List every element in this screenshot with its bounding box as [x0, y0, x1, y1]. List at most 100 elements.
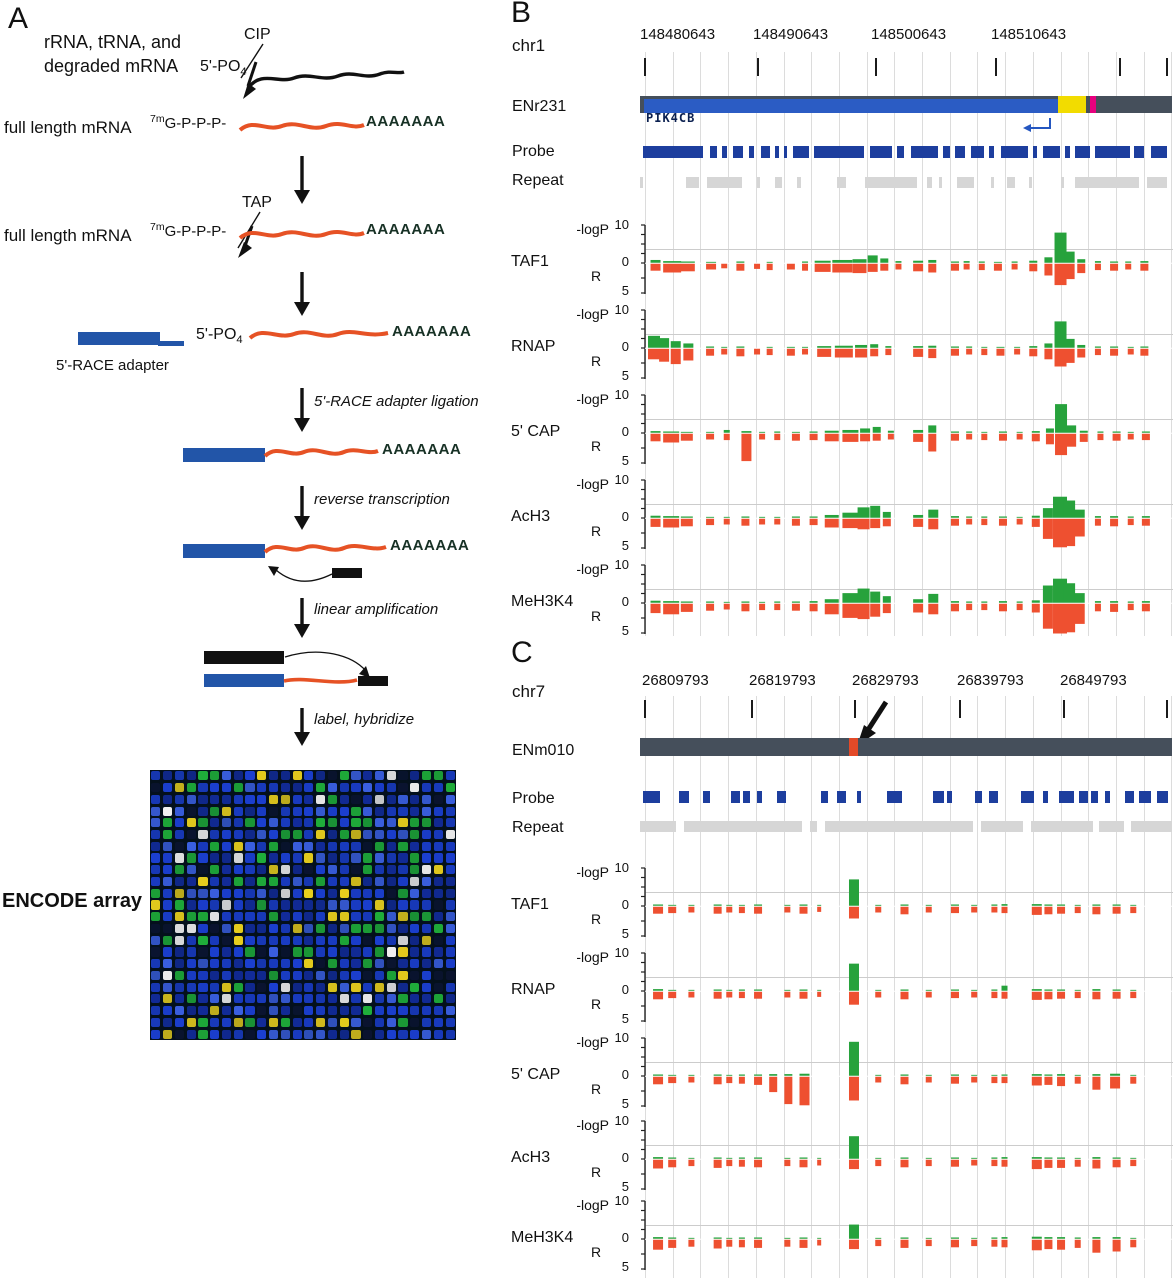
- region-name-label: ENr231: [512, 98, 567, 115]
- track-rnap: RNAP -logP 10 0 R 5: [505, 945, 1175, 1034]
- panel-b-label: B: [511, 0, 532, 29]
- cip-arrowhead-icon: [243, 83, 256, 99]
- down-arrowhead-icon: [294, 732, 310, 746]
- probe-segment: [933, 791, 944, 803]
- five-prime-po4-label: 5'-PO4: [200, 58, 247, 79]
- track-taf1: TAF1 -logP 10 0 R 5: [505, 860, 1175, 949]
- axis-tick-5: 5: [621, 1011, 629, 1026]
- repeat-segment: [775, 177, 782, 188]
- probe-segment: [643, 791, 660, 803]
- race-adapter-label: 5'-RACE adapter: [56, 357, 169, 374]
- tap-slash: [237, 211, 261, 249]
- probe-segment: [1105, 791, 1110, 803]
- axis-r-label: R: [591, 353, 602, 369]
- track-label: 5' CAP: [511, 1066, 561, 1083]
- track-label: RNAP: [511, 981, 556, 998]
- axis-logp-label: -logP: [576, 949, 609, 965]
- cap-structure-label: 7mG-P-P-P-: [150, 113, 226, 133]
- axis-tick-0: 0: [621, 424, 629, 439]
- probe-segment: [777, 791, 786, 803]
- probe-segment: [743, 791, 750, 803]
- microarray-image: [150, 770, 456, 1040]
- probe-segment: [1021, 791, 1034, 803]
- axis-tick-10: 10: [614, 860, 629, 875]
- region-segment: [644, 99, 1058, 113]
- track-plot: [641, 1200, 1173, 1270]
- axis-tick-0: 0: [621, 1230, 629, 1245]
- track-plot: [641, 224, 1173, 294]
- probe-segment: [989, 791, 998, 803]
- repeat-segment: [684, 821, 802, 832]
- repeat-segment: [957, 177, 974, 188]
- step-label-hybridize-label: label, hybridize: [314, 711, 415, 728]
- repeat-row-label: Repeat: [512, 819, 564, 836]
- track-plot: [641, 867, 1173, 937]
- axis-tick-0: 0: [621, 897, 629, 912]
- probe-segment: [1001, 146, 1028, 158]
- probe-segment: [710, 146, 717, 158]
- axis-tick-5: 5: [621, 926, 629, 941]
- cap-superscript: 7m: [150, 113, 165, 125]
- full-length-mrna-label: full length mRNA: [4, 118, 132, 137]
- region-name-label: ENm010: [512, 742, 575, 759]
- primer-bar: [358, 676, 388, 686]
- coordinate-label: 26819793: [749, 672, 816, 689]
- degraded-caption-line1: rRNA, tRNA, and: [44, 32, 182, 52]
- down-arrowhead-icon: [294, 516, 310, 530]
- coordinate-label: 148490643: [753, 26, 829, 43]
- axis-tick-0: 0: [621, 509, 629, 524]
- cip-slash: [240, 43, 264, 79]
- repeat-row-b: [640, 177, 1172, 188]
- coordinate-label: 26829793: [852, 672, 919, 689]
- probe-segment: [947, 791, 952, 803]
- probe-segment: [1075, 146, 1090, 158]
- probe-segment: [1033, 146, 1037, 158]
- axis-r-label: R: [591, 1244, 602, 1260]
- step-ligation-label: 5'-RACE adapter ligation: [314, 393, 479, 410]
- coordinate-label: 148500643: [871, 26, 947, 43]
- axis-tick-5: 5: [621, 1259, 629, 1274]
- probe-row-label: Probe: [512, 790, 555, 807]
- repeat-segment: [797, 177, 801, 188]
- probe-segment: [749, 146, 754, 158]
- step-reverse-transcription-label: reverse transcription: [314, 491, 450, 508]
- track-plot: [641, 309, 1173, 379]
- probe-segment: [1134, 146, 1144, 158]
- track-plot: [641, 394, 1173, 464]
- track-taf1: TAF1 -logP 10 0 R 5: [505, 217, 1175, 306]
- axis-tick-10: 10: [614, 557, 629, 572]
- repeat-segment: [640, 821, 676, 832]
- full-length-mrna-label: full length mRNA: [4, 226, 132, 245]
- cap-superscript: 7m: [150, 221, 165, 233]
- adapter-ligated-bar: [204, 674, 284, 687]
- cap-text: G-P-P-P-: [164, 223, 227, 240]
- repeat-segment: [981, 821, 1023, 832]
- probe-segment: [1065, 146, 1070, 158]
- probe-segment: [793, 146, 809, 158]
- degraded-mrna-wave: [246, 70, 405, 90]
- axis-tick-5: 5: [621, 538, 629, 553]
- axis-tick-0: 0: [621, 982, 629, 997]
- probe-segment: [943, 146, 950, 158]
- mrna-wave: [248, 330, 389, 340]
- axis-tick-5: 5: [621, 283, 629, 298]
- tap-label: TAP: [242, 194, 272, 211]
- tap-arrow: [243, 225, 254, 247]
- track-ach3: AcH3 -logP 10 0 R 5: [505, 472, 1175, 561]
- probe-segment: [1091, 791, 1098, 803]
- region-segment: [1058, 96, 1086, 113]
- repeat-segment: [991, 177, 994, 188]
- repeat-segment: [927, 177, 932, 188]
- axis-r-label: R: [591, 268, 602, 284]
- probe-row-b: [640, 146, 1172, 158]
- probe-segment: [857, 791, 861, 803]
- po4-text: 5'-PO: [200, 58, 241, 75]
- gene-name-label: PIK4CB: [646, 111, 696, 125]
- probe-segment: [989, 146, 994, 158]
- polya-tail: AAAAAAA: [392, 323, 472, 340]
- cip-label: CIP: [244, 26, 271, 43]
- repeat-segment: [1075, 177, 1139, 188]
- probe-segment: [731, 791, 740, 803]
- track-label: MeH3K4: [511, 593, 574, 610]
